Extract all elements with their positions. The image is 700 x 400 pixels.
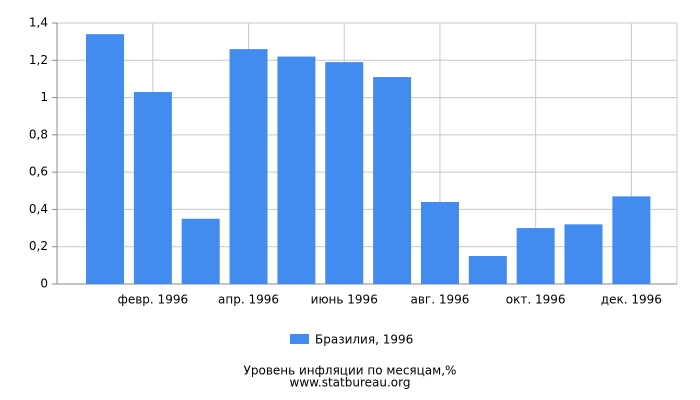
bar bbox=[181, 218, 220, 284]
x-tick-label: авг. 1996 bbox=[410, 293, 469, 307]
chart-title: Уровень инфляции по месяцам,% bbox=[244, 364, 457, 378]
source: www.statbureau.org bbox=[290, 376, 411, 390]
x-tick-label: февр. 1996 bbox=[118, 293, 189, 307]
y-tick-label: 1 bbox=[40, 90, 48, 104]
bar bbox=[564, 224, 603, 284]
y-tick-label: 0,2 bbox=[29, 239, 48, 253]
legend-swatch bbox=[290, 334, 309, 344]
bar bbox=[229, 49, 268, 284]
bar bbox=[277, 56, 316, 284]
legend-label: Бразилия, 1996 bbox=[315, 333, 413, 347]
x-tick-label: дек. 1996 bbox=[601, 293, 662, 307]
y-tick-label: 1,4 bbox=[29, 16, 48, 30]
y-tick-label: 0,8 bbox=[29, 127, 48, 141]
x-tick-label: окт. 1996 bbox=[506, 293, 566, 307]
bar bbox=[612, 196, 651, 284]
bar bbox=[516, 228, 555, 284]
bar bbox=[86, 34, 124, 284]
bar bbox=[468, 256, 507, 284]
y-tick-label: 0 bbox=[40, 277, 48, 291]
bar bbox=[133, 91, 172, 284]
bar bbox=[325, 62, 364, 285]
x-tick-label: июнь 1996 bbox=[311, 293, 378, 307]
y-tick-label: 0,6 bbox=[29, 165, 48, 179]
y-tick-label: 1,2 bbox=[29, 53, 48, 67]
x-tick-label: апр. 1996 bbox=[218, 293, 279, 307]
y-tick-label: 0,4 bbox=[29, 202, 48, 216]
bar bbox=[373, 77, 412, 284]
bar bbox=[420, 201, 459, 284]
